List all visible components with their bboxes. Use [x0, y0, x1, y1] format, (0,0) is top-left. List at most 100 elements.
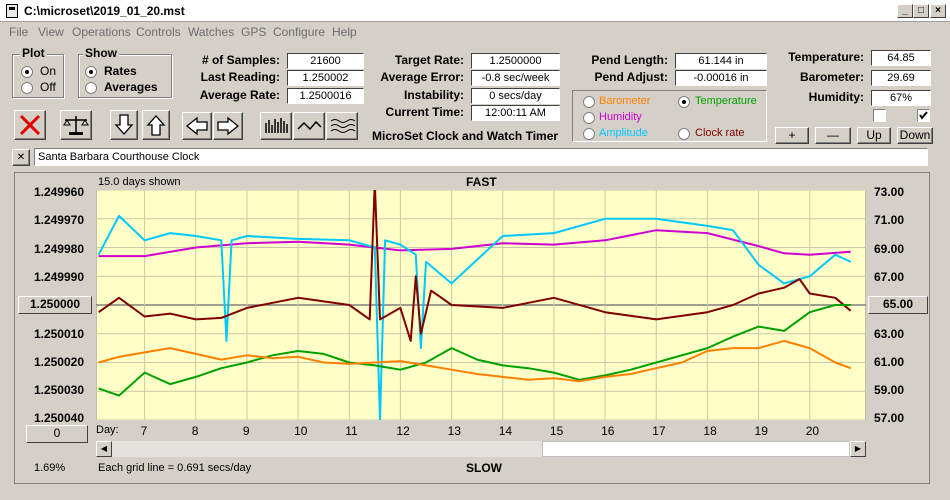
- series-line-2: [98, 190, 852, 342]
- x-tick-label: 20: [805, 424, 820, 438]
- x-tick-label: 14: [498, 424, 513, 438]
- y-left-tick: 1.250020: [33, 355, 84, 369]
- pend-adjust-label: Pend Adjust:: [594, 70, 668, 84]
- x-tick-label: 15: [549, 424, 564, 438]
- show-averages-radio[interactable]: [85, 82, 97, 94]
- clock-rate-radio[interactable]: [678, 128, 690, 140]
- title-bar: C:\microset\2019_01_20.mst _ □ ×: [0, 0, 950, 22]
- series-line-4: [98, 339, 852, 383]
- menu-gps[interactable]: GPS: [241, 25, 267, 39]
- checkmark-icon: [919, 111, 928, 120]
- fast-label: FAST: [466, 175, 497, 189]
- minus-button[interactable]: —: [815, 127, 851, 144]
- menu-help[interactable]: Help: [332, 25, 357, 39]
- up-button[interactable]: Up: [857, 127, 891, 144]
- x-tick-label: 18: [703, 424, 717, 438]
- app-icon[interactable]: [6, 4, 18, 18]
- left-checkbox[interactable]: [873, 109, 886, 122]
- clock-rate-series-label: Clock rate: [695, 127, 745, 139]
- down-button[interactable]: Down: [897, 127, 933, 144]
- x-tick-label: 7: [140, 424, 148, 438]
- y-left-tick: 1.249990: [33, 270, 84, 284]
- plot-group-title: Plot: [20, 46, 47, 60]
- current-time-field: 12:00:11 AM: [471, 105, 560, 121]
- x-tick-label: 11: [345, 424, 358, 438]
- scroll-up-button[interactable]: [142, 110, 170, 140]
- samples-label: # of Samples:: [201, 53, 280, 67]
- samples-field: 21600: [287, 53, 364, 69]
- right-checkbox[interactable]: [917, 109, 930, 122]
- last-reading-field: 1.250002: [287, 70, 364, 86]
- barometer-series-label: Barometer: [599, 95, 651, 107]
- menu-bar: File View Operations Controls Watches GP…: [0, 22, 950, 41]
- y-right-tick: 63.00: [874, 327, 905, 341]
- average-rate-field: 1.2500016: [287, 88, 364, 104]
- bars-view-button[interactable]: [260, 112, 292, 140]
- average-rate-label: Average Rate:: [199, 88, 280, 102]
- x-tick-label: 19: [754, 424, 768, 438]
- line-view-button[interactable]: [293, 112, 325, 140]
- scroll-left-button[interactable]: [182, 112, 212, 140]
- menu-controls[interactable]: Controls: [136, 25, 181, 39]
- menu-operations[interactable]: Operations: [72, 25, 131, 39]
- plot-off-radio[interactable]: [21, 82, 33, 94]
- plus-button[interactable]: +: [775, 127, 809, 144]
- scrollbar-thumb[interactable]: [542, 441, 850, 457]
- show-group-title: Show: [83, 46, 119, 60]
- y-left-tick: 1.249960: [33, 185, 84, 199]
- humidity-series-label: Humidity: [599, 111, 642, 123]
- humidity-field: 67%: [871, 90, 931, 106]
- plot-group: [12, 54, 64, 98]
- target-rate-label: Target Rate:: [394, 53, 464, 67]
- humidity-radio[interactable]: [583, 112, 595, 124]
- temperature-radio[interactable]: [678, 96, 690, 108]
- close-window-button[interactable]: ×: [930, 4, 946, 18]
- left-center-value-button[interactable]: 1.250000: [18, 296, 92, 314]
- x-tick-label: 8: [191, 424, 199, 438]
- close-clock-button[interactable]: ✕: [12, 149, 30, 166]
- stop-button[interactable]: [14, 110, 46, 140]
- scroll-right-arrow[interactable]: ▶: [850, 441, 866, 457]
- barometer-field: 29.69: [871, 70, 931, 86]
- show-rates-label: Rates: [104, 64, 137, 78]
- multi-wave-icon: [330, 119, 356, 133]
- arrow-up-icon: [146, 115, 166, 136]
- clock-name-field[interactable]: Santa Barbara Courthouse Clock: [34, 148, 928, 166]
- temperature-field: 64.85: [871, 50, 931, 66]
- maximize-button[interactable]: □: [913, 4, 929, 18]
- menu-watches[interactable]: Watches: [188, 25, 235, 39]
- x-tick-label: 16: [601, 424, 615, 438]
- day-axis-label: Day:: [96, 424, 119, 436]
- menu-view[interactable]: View: [38, 25, 64, 39]
- amplitude-radio[interactable]: [583, 128, 595, 140]
- scroll-right-button[interactable]: [213, 112, 243, 140]
- temperature-label: Temperature:: [788, 50, 864, 64]
- scroll-left-arrow[interactable]: ◀: [96, 441, 112, 457]
- slow-label: SLOW: [466, 461, 502, 475]
- plot-frame: [14, 172, 930, 484]
- menu-file[interactable]: File: [9, 25, 29, 39]
- show-rates-radio[interactable]: [85, 66, 97, 78]
- plot-on-label: On: [40, 64, 57, 78]
- plot-on-radio[interactable]: [21, 66, 33, 78]
- scroll-down-button[interactable]: [110, 110, 138, 140]
- bottom-left-button[interactable]: 0: [26, 425, 88, 443]
- menu-configure[interactable]: Configure: [273, 25, 326, 39]
- y-right-tick: 73.00: [874, 185, 905, 199]
- x-tick-label: 10: [294, 424, 308, 438]
- y-right-tick: 71.00: [874, 213, 905, 227]
- instability-field: 0 secs/day: [471, 88, 560, 104]
- barometer-radio[interactable]: [583, 96, 595, 108]
- chart-plot-area: [96, 190, 866, 420]
- right-center-value-button[interactable]: 65.00: [868, 296, 928, 314]
- arrow-down-icon: [114, 114, 134, 135]
- balance-button[interactable]: [60, 110, 92, 140]
- y-right-tick: 59.00: [874, 383, 905, 397]
- multi-line-view-button[interactable]: [326, 112, 358, 140]
- series-selector: [572, 90, 767, 142]
- show-group: [78, 54, 172, 98]
- y-right-tick: 67.00: [874, 270, 905, 284]
- last-reading-label: Last Reading:: [200, 70, 280, 84]
- percent-label: 1.69%: [34, 462, 66, 474]
- minimize-button[interactable]: _: [897, 4, 913, 18]
